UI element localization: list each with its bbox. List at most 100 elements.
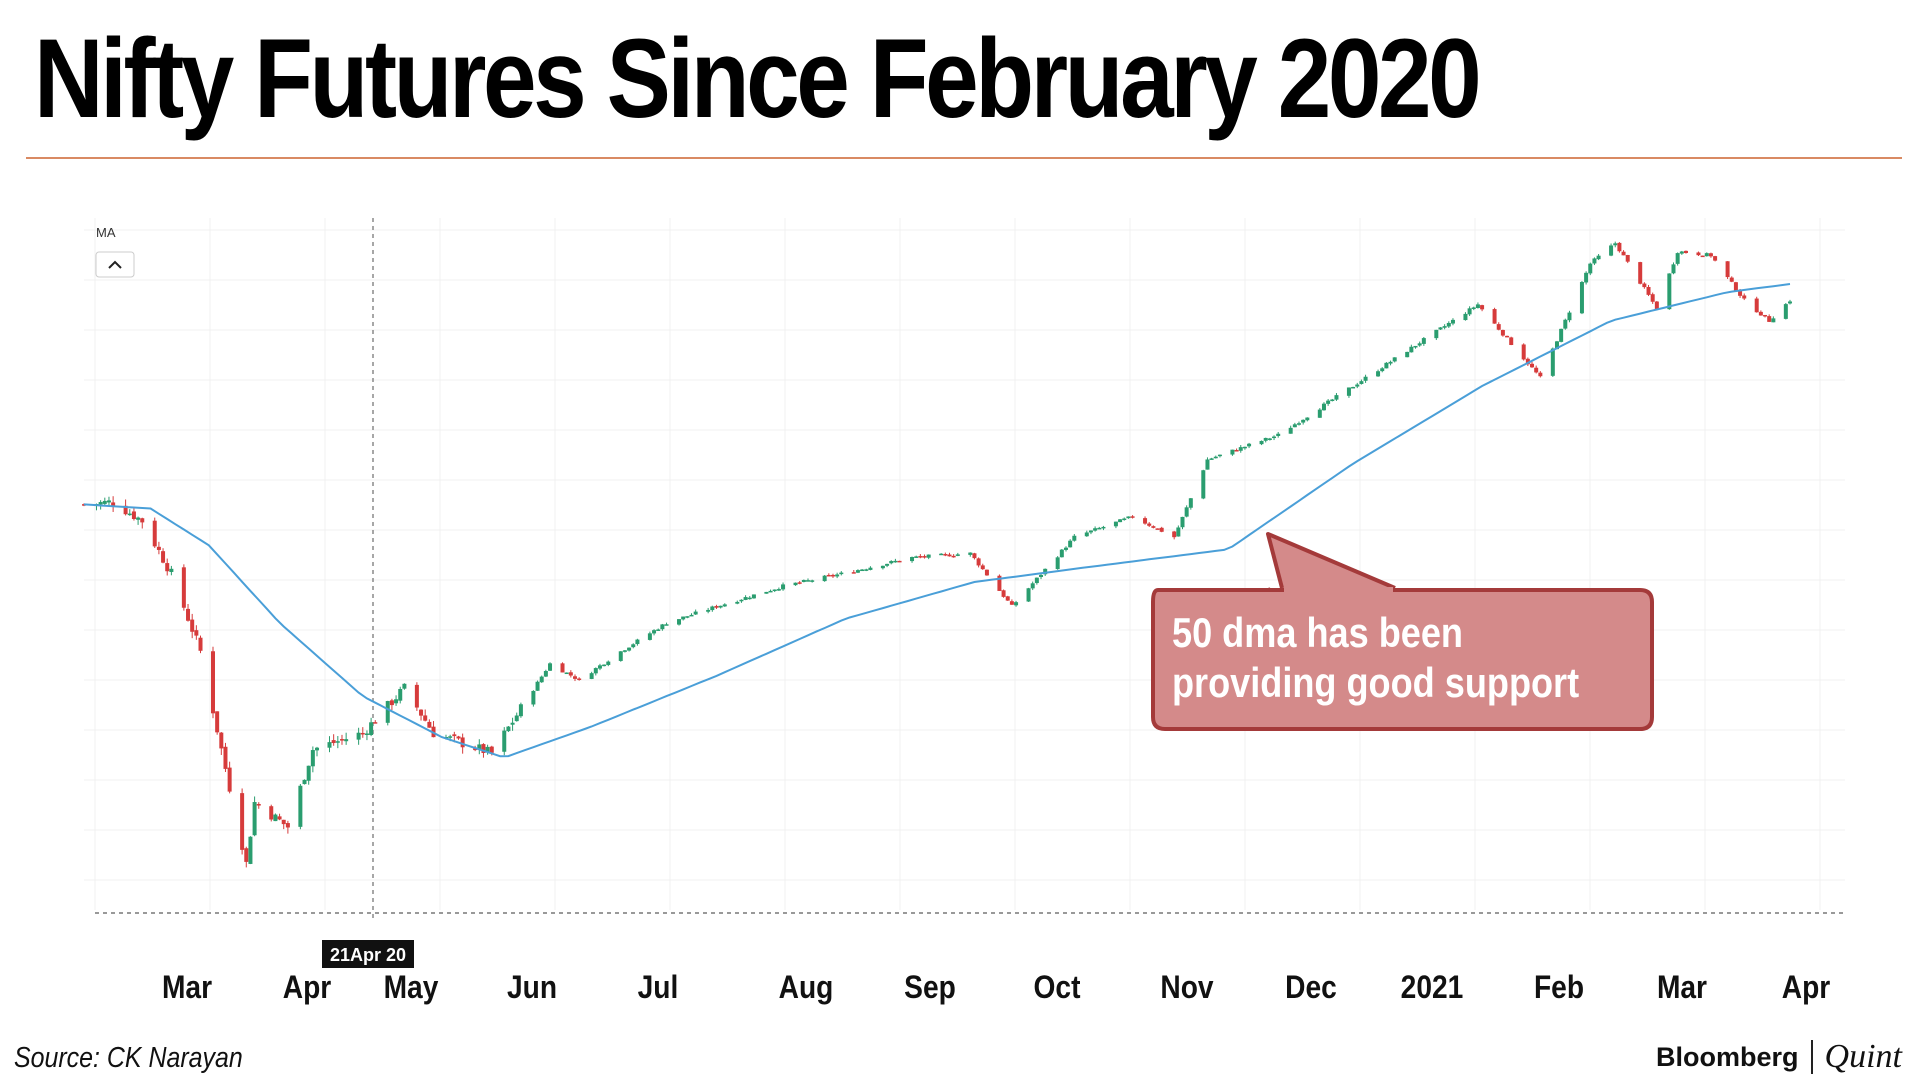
x-tick-label: 2021 xyxy=(1401,970,1464,1005)
candle xyxy=(801,579,806,583)
candle xyxy=(839,571,844,576)
candle xyxy=(1413,345,1418,349)
candle xyxy=(106,496,111,506)
candle xyxy=(897,560,902,563)
candle xyxy=(1030,581,1035,591)
candle xyxy=(1184,505,1189,518)
candle xyxy=(210,646,215,719)
candle xyxy=(539,675,544,683)
candle xyxy=(560,662,565,673)
candle xyxy=(1005,595,1010,601)
candle xyxy=(1471,306,1476,311)
candle xyxy=(1525,357,1530,366)
candle xyxy=(548,662,553,671)
candle xyxy=(1679,250,1684,255)
x-tick-label: Mar xyxy=(162,970,212,1005)
chart-grid xyxy=(84,218,1845,910)
indicator-collapse-button[interactable] xyxy=(95,251,135,278)
candle xyxy=(1288,425,1293,434)
candle xyxy=(631,643,636,649)
candle xyxy=(1247,442,1252,449)
candle xyxy=(1201,469,1206,500)
candle xyxy=(1521,343,1526,361)
candle xyxy=(1118,519,1123,523)
candle xyxy=(1492,307,1497,324)
title-divider xyxy=(26,157,1902,159)
candles xyxy=(82,241,1792,868)
candle xyxy=(743,595,748,601)
candle xyxy=(1505,335,1510,338)
candle xyxy=(1650,292,1655,304)
candle xyxy=(1434,329,1439,341)
candle xyxy=(806,578,811,582)
candle xyxy=(939,553,944,556)
candle xyxy=(1301,419,1306,425)
candle xyxy=(1359,379,1364,385)
candle xyxy=(1217,454,1222,458)
candle xyxy=(1500,329,1505,337)
brand-bloomberg: Bloomberg xyxy=(1656,1041,1799,1072)
candle xyxy=(1180,516,1185,530)
candle xyxy=(1671,262,1676,275)
candle xyxy=(1767,314,1772,323)
candle xyxy=(602,664,607,667)
candle xyxy=(751,594,756,599)
candle xyxy=(1055,556,1060,570)
candle xyxy=(1234,448,1239,452)
candle xyxy=(1330,398,1335,402)
candle xyxy=(577,677,582,681)
x-tick-label: May xyxy=(384,970,439,1005)
candle xyxy=(1725,261,1730,280)
candle xyxy=(127,509,132,516)
candle xyxy=(269,804,274,822)
candle xyxy=(335,736,340,749)
candle xyxy=(681,616,686,621)
candle xyxy=(1729,276,1734,283)
candle xyxy=(1014,600,1019,607)
callout-pointer xyxy=(1266,532,1396,590)
candle xyxy=(1550,347,1555,377)
candle xyxy=(976,557,981,568)
candle xyxy=(980,563,985,570)
candle xyxy=(1242,446,1247,450)
candle xyxy=(1126,516,1131,519)
candle xyxy=(685,616,690,619)
candle xyxy=(219,732,224,755)
candle xyxy=(593,667,598,676)
crosshair-date-label: 21Apr 20 xyxy=(330,945,406,965)
candle xyxy=(1276,431,1281,438)
candle xyxy=(1596,253,1601,261)
candle xyxy=(997,574,1002,591)
x-axis-ticks: Mar Apr May Jun Jul Aug Sep Oct Nov Dec 2021 Feb Mar… xyxy=(162,970,1831,1005)
candle xyxy=(1063,546,1068,552)
candle xyxy=(1001,589,1006,598)
candle xyxy=(706,607,711,614)
candle xyxy=(1355,382,1360,389)
candle xyxy=(419,709,424,721)
candle xyxy=(660,623,665,631)
candle xyxy=(518,702,523,718)
candle xyxy=(356,727,361,745)
candle xyxy=(968,552,973,557)
candle xyxy=(772,589,777,593)
candle xyxy=(1475,302,1480,309)
candle xyxy=(1588,262,1593,276)
candle xyxy=(589,671,594,680)
candle xyxy=(1176,525,1181,537)
candle xyxy=(564,672,569,675)
candle xyxy=(822,574,827,582)
candle xyxy=(1026,587,1031,602)
candle xyxy=(1538,371,1543,378)
candle xyxy=(1463,312,1468,321)
candle xyxy=(1654,300,1659,310)
candle xyxy=(190,613,195,639)
candle xyxy=(1297,421,1302,426)
candle xyxy=(1059,548,1064,558)
annotation-callout: 50 dma has been providing good support xyxy=(1151,532,1654,731)
candle xyxy=(277,813,282,821)
candle xyxy=(364,730,369,741)
candle xyxy=(131,508,136,521)
candle xyxy=(1783,303,1788,320)
candle xyxy=(477,739,482,755)
ma-50-line xyxy=(83,283,1791,758)
